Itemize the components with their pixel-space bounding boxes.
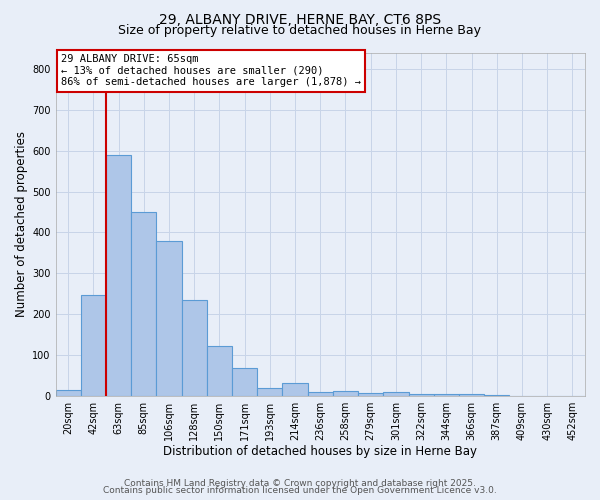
Bar (56, 390, 81, 396)
Text: Contains public sector information licensed under the Open Government Licence v3: Contains public sector information licen… (103, 486, 497, 495)
Text: 29, ALBANY DRIVE, HERNE BAY, CT6 8PS: 29, ALBANY DRIVE, HERNE BAY, CT6 8PS (159, 12, 441, 26)
Bar (157, 242, 182, 396)
Bar (232, 368, 257, 396)
Bar (358, 393, 383, 396)
Bar (106, 155, 131, 396)
Bar (81, 294, 106, 396)
Bar (459, 394, 484, 396)
Y-axis label: Number of detached properties: Number of detached properties (15, 132, 28, 318)
Bar (283, 383, 308, 396)
Bar (434, 394, 459, 396)
Text: Size of property relative to detached houses in Herne Bay: Size of property relative to detached ho… (119, 24, 482, 37)
Bar (484, 395, 509, 396)
Bar (257, 388, 283, 396)
X-axis label: Distribution of detached houses by size in Herne Bay: Distribution of detached houses by size … (163, 444, 477, 458)
Text: 29 ALBANY DRIVE: 65sqm
← 13% of detached houses are smaller (290)
86% of semi-de: 29 ALBANY DRIVE: 65sqm ← 13% of detached… (61, 54, 361, 88)
Bar (383, 392, 409, 396)
Bar (207, 346, 232, 396)
Bar (308, 392, 333, 396)
Bar (182, 300, 207, 396)
Text: Contains HM Land Registry data © Crown copyright and database right 2025.: Contains HM Land Registry data © Crown c… (124, 478, 476, 488)
Bar (131, 212, 157, 396)
Bar (333, 391, 358, 396)
Bar (409, 394, 434, 396)
